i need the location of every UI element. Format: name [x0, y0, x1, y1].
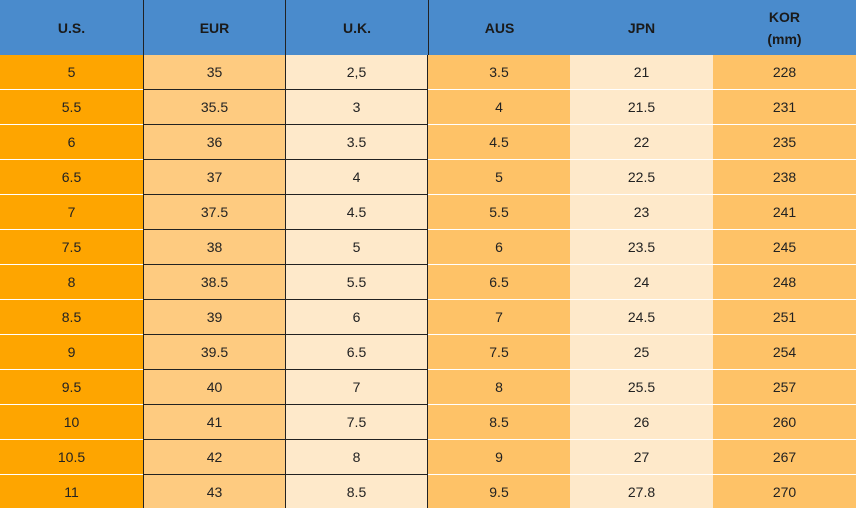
table-cell: 38 — [143, 230, 285, 265]
table-cell: 3 — [285, 90, 428, 125]
header-cell: JPN — [570, 0, 713, 55]
table-cell: 8 — [285, 440, 428, 475]
table-cell: 6.5 — [0, 160, 143, 195]
header-cell: U.S. — [0, 0, 143, 55]
table-cell: 6.5 — [285, 335, 428, 370]
table-cell: 257 — [713, 370, 856, 405]
table-cell: 37 — [143, 160, 285, 195]
table-cell: 235 — [713, 125, 856, 160]
table-cell: 254 — [713, 335, 856, 370]
table-cell: 7 — [428, 300, 570, 335]
table-cell: 270 — [713, 475, 856, 508]
table-cell: 10.5 — [0, 440, 143, 475]
table-cell: 5.5 — [0, 90, 143, 125]
table-cell: 23 — [570, 195, 713, 230]
table-cell: 27.8 — [570, 475, 713, 508]
table-cell: 8.5 — [428, 405, 570, 440]
table-cell: 24 — [570, 265, 713, 300]
table-cell: 23.5 — [570, 230, 713, 265]
table-cell: 7.5 — [428, 335, 570, 370]
table-cell: 5 — [0, 55, 143, 90]
table-cell: 9.5 — [0, 370, 143, 405]
table-cell: 245 — [713, 230, 856, 265]
table-cell: 5.5 — [285, 265, 428, 300]
table-cell: 5.5 — [428, 195, 570, 230]
table-cell: 27 — [570, 440, 713, 475]
table-cell: 9 — [428, 440, 570, 475]
table-cell: 25 — [570, 335, 713, 370]
table-cell: 6 — [428, 230, 570, 265]
table-cell: 4 — [428, 90, 570, 125]
table-cell: 7.5 — [285, 405, 428, 440]
table-cell: 5 — [428, 160, 570, 195]
table-cell: 9.5 — [428, 475, 570, 508]
header-cell: U.K. — [285, 0, 428, 55]
header-cell: KOR (mm) — [713, 0, 856, 55]
table-cell: 38.5 — [143, 265, 285, 300]
table-cell: 8.5 — [0, 300, 143, 335]
table-cell: 39.5 — [143, 335, 285, 370]
table-cell: 39 — [143, 300, 285, 335]
table-cell: 7 — [285, 370, 428, 405]
table-cell: 26 — [570, 405, 713, 440]
table-cell: 10 — [0, 405, 143, 440]
table-cell: 6 — [0, 125, 143, 160]
table-cell: 6.5 — [428, 265, 570, 300]
table-cell: 36 — [143, 125, 285, 160]
table-cell: 260 — [713, 405, 856, 440]
table-cell: 24.5 — [570, 300, 713, 335]
table-cell: 42 — [143, 440, 285, 475]
header-cell: AUS — [428, 0, 570, 55]
table-cell: 8 — [428, 370, 570, 405]
table-cell: 6 — [285, 300, 428, 335]
table-cell: 22.5 — [570, 160, 713, 195]
table-cell: 238 — [713, 160, 856, 195]
table-cell: 241 — [713, 195, 856, 230]
table-cell: 40 — [143, 370, 285, 405]
table-cell: 43 — [143, 475, 285, 508]
table-cell: 267 — [713, 440, 856, 475]
table-cell: 8 — [0, 265, 143, 300]
table-cell: 21 — [570, 55, 713, 90]
table-cell: 35.5 — [143, 90, 285, 125]
table-cell: 4.5 — [285, 195, 428, 230]
table-cell: 248 — [713, 265, 856, 300]
table-cell: 25.5 — [570, 370, 713, 405]
table-cell: 11 — [0, 475, 143, 508]
table-cell: 4.5 — [428, 125, 570, 160]
table-cell: 37.5 — [143, 195, 285, 230]
table-cell: 2,5 — [285, 55, 428, 90]
table-cell: 5 — [285, 230, 428, 265]
table-cell: 7 — [0, 195, 143, 230]
table-cell: 228 — [713, 55, 856, 90]
header-cell: EUR — [143, 0, 285, 55]
table-cell: 9 — [0, 335, 143, 370]
table-cell: 4 — [285, 160, 428, 195]
table-cell: 21.5 — [570, 90, 713, 125]
table-cell: 41 — [143, 405, 285, 440]
table-cell: 3.5 — [285, 125, 428, 160]
table-cell: 35 — [143, 55, 285, 90]
table-cell: 22 — [570, 125, 713, 160]
table-cell: 7.5 — [0, 230, 143, 265]
table-cell: 251 — [713, 300, 856, 335]
table-cell: 8.5 — [285, 475, 428, 508]
table-cell: 231 — [713, 90, 856, 125]
table-cell: 3.5 — [428, 55, 570, 90]
